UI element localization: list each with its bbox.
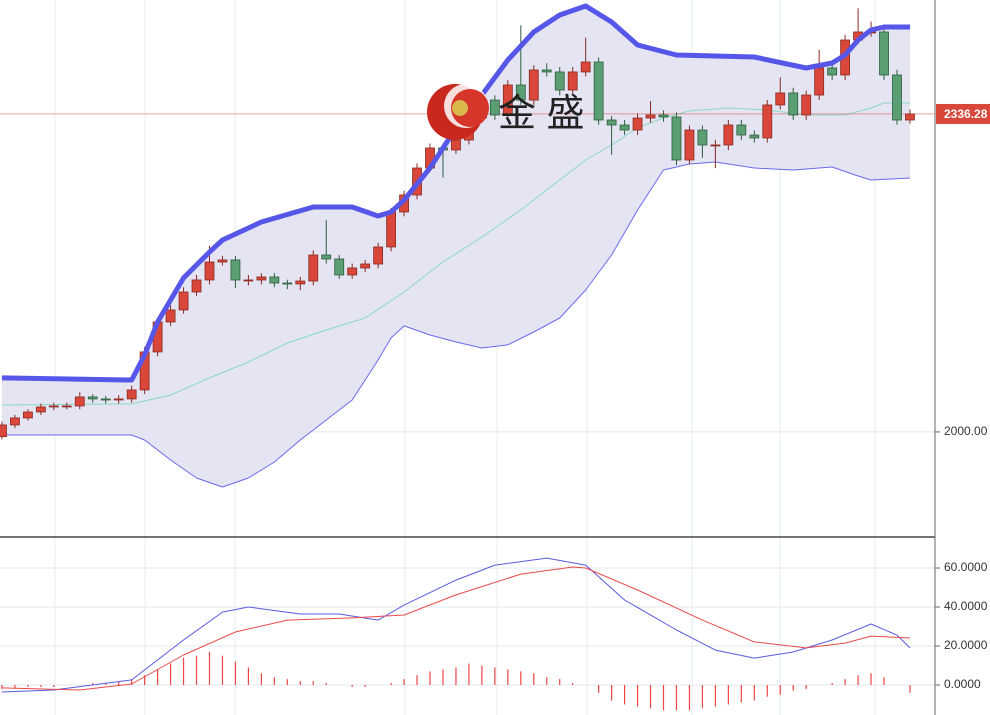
candle-body <box>905 113 915 121</box>
candle-body <box>22 411 33 419</box>
candle-body <box>178 291 189 311</box>
candle-body <box>632 117 643 131</box>
candle-body <box>515 84 526 101</box>
candle-body <box>775 92 786 106</box>
candle-body <box>645 114 656 119</box>
candle-body <box>74 396 85 407</box>
candle-body <box>827 67 838 76</box>
candle-body <box>308 254 319 282</box>
price-panel <box>0 3 935 488</box>
candle-body <box>567 71 578 91</box>
candle-body <box>684 129 695 161</box>
candle-body <box>697 129 708 146</box>
candle-body <box>528 69 539 101</box>
watermark-text: 金 盛 <box>498 93 585 135</box>
candle-body <box>191 279 202 293</box>
y-tick-label: 40.0000 <box>944 599 988 613</box>
candle-body <box>217 259 228 263</box>
candle-body <box>321 254 332 260</box>
macd-panel <box>0 557 935 711</box>
candle-body <box>386 211 396 248</box>
candle-body <box>295 280 306 285</box>
lower-band <box>1 161 911 488</box>
last-price-label: 2336.28 <box>944 107 988 121</box>
candle-body <box>502 84 513 116</box>
candle-body <box>554 71 565 91</box>
candle-body <box>61 405 72 408</box>
candle-body <box>749 134 760 139</box>
candle-body <box>814 67 825 96</box>
candle-body <box>489 99 500 116</box>
candle-body <box>710 144 721 147</box>
last-price-tag <box>936 103 990 124</box>
candle-body <box>788 92 799 116</box>
y-tick-label: 20.0000 <box>944 638 988 652</box>
candle-body <box>541 69 552 73</box>
candle-body <box>593 61 604 121</box>
candle-body <box>269 276 280 284</box>
candle-body <box>0 424 7 438</box>
candle-body <box>451 139 461 151</box>
y-tick-label: 2000.00 <box>944 424 988 438</box>
candle-body <box>334 258 345 276</box>
candle-body <box>619 124 630 131</box>
candle-body <box>243 279 254 282</box>
candle-body <box>113 398 124 401</box>
logo-inner <box>451 89 489 127</box>
logo-ball <box>452 100 468 116</box>
candle-body <box>165 309 176 323</box>
y-tick-label: 0.0000 <box>944 677 981 691</box>
candle-body <box>10 417 20 426</box>
y-tick-label: 60.0000 <box>944 560 988 574</box>
watermark: 金 盛 <box>427 84 585 140</box>
candle-body <box>373 246 384 265</box>
candle-body <box>204 261 215 281</box>
candle-body <box>256 276 267 281</box>
price-axis: 2000.00 2336.28 0.0000 20.0000 40.0000 60.000… <box>935 103 990 691</box>
candle-body <box>606 119 617 126</box>
candle-body <box>762 104 773 139</box>
candle-body <box>360 263 371 269</box>
candle-body <box>230 259 241 281</box>
candle-body <box>671 116 682 161</box>
candle-body <box>126 389 137 400</box>
band-fill <box>1 6 910 487</box>
candle-body <box>879 31 889 76</box>
candle-body <box>282 282 293 285</box>
candle-body <box>801 94 812 116</box>
dea-line <box>1 566 911 691</box>
candle-body <box>100 398 111 401</box>
candle-body <box>892 74 902 121</box>
candle-body <box>347 267 358 276</box>
candle-body <box>658 114 669 118</box>
candle-body <box>35 406 46 413</box>
candle-body <box>48 405 59 408</box>
candle-body <box>87 396 98 400</box>
candle-body <box>580 61 591 73</box>
candle-body <box>723 124 734 146</box>
candle-body <box>736 124 747 136</box>
